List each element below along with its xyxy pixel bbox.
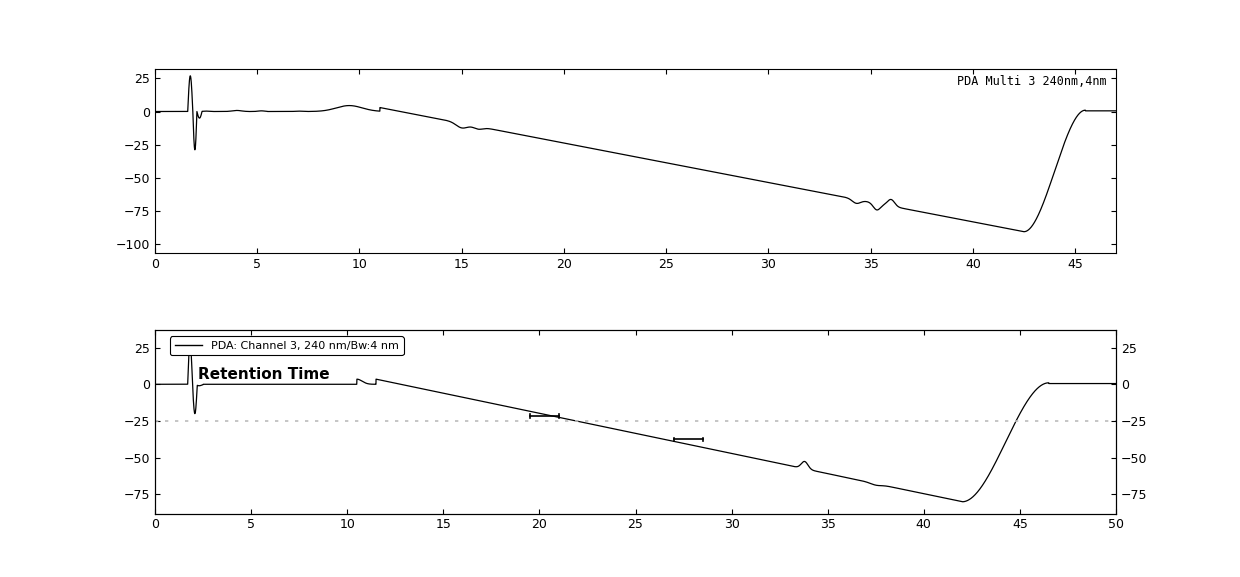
Text: PDA Multi 3 240nm,4nm: PDA Multi 3 240nm,4nm <box>957 75 1106 88</box>
Legend: PDA: Channel 3, 240 nm/Bw:4 nm: PDA: Channel 3, 240 nm/Bw:4 nm <box>170 336 403 355</box>
Text: Retention Time: Retention Time <box>198 366 330 381</box>
